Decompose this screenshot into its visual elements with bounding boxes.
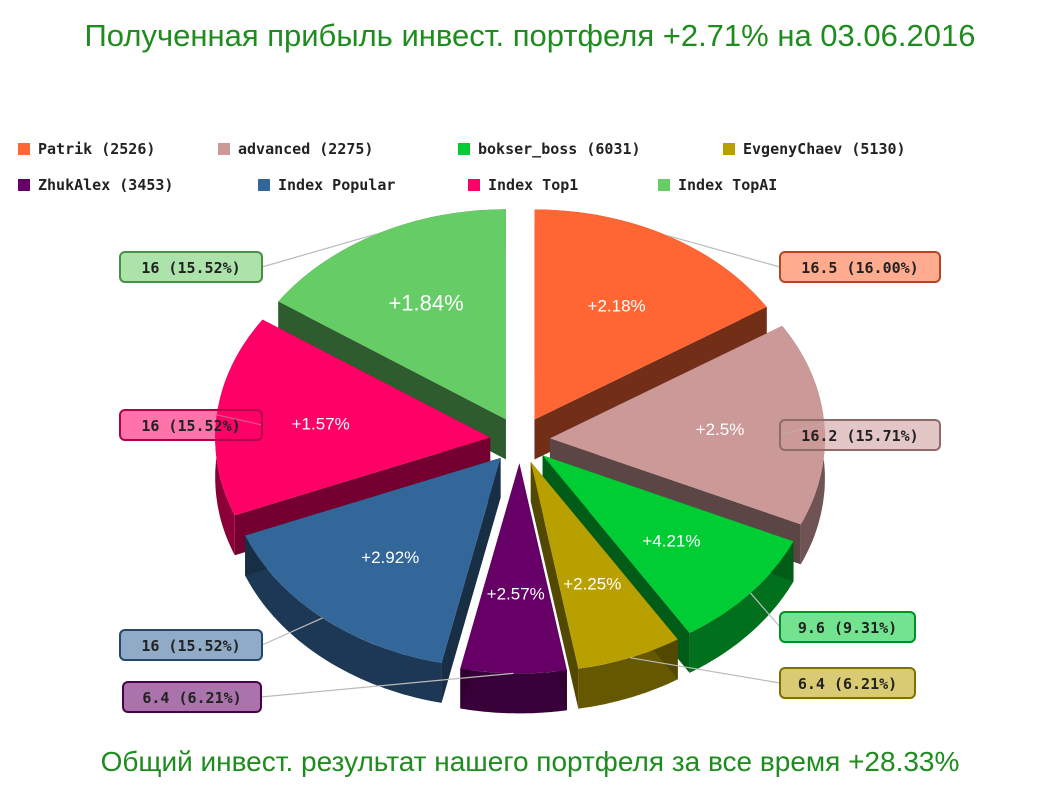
legend-item: bokser_boss (6031) — [458, 140, 641, 158]
legend-swatch — [658, 179, 670, 191]
legend-item: ZhukAlex (3453) — [18, 176, 173, 194]
legend-label: bokser_boss (6031) — [478, 140, 641, 158]
slice-wall — [441, 457, 501, 703]
legend-swatch — [468, 179, 480, 191]
callout-label: 16 (15.52%) — [141, 417, 240, 435]
callout-box — [779, 419, 941, 451]
slice-inner-label: +1.84% — [388, 290, 463, 315]
legend-label: ZhukAlex (3453) — [38, 176, 174, 194]
slice-side — [689, 541, 794, 673]
callout-line — [261, 233, 378, 268]
slice-inner-label: +2.18% — [588, 296, 646, 315]
legend-item: Patrik (2526) — [18, 140, 155, 158]
callout-label: 6.4 (6.21%) — [142, 689, 241, 707]
callout-line — [749, 592, 781, 628]
slice-side — [460, 668, 567, 714]
slice-inner-label: +4.21% — [642, 532, 700, 551]
slice-inner-label: +2.92% — [361, 548, 419, 567]
chart-title: Полученная прибыль инвест. портфеля +2.7… — [84, 18, 976, 53]
pie-slice — [530, 461, 678, 669]
chart-footer: Общий инвест. результат нашего портфеля … — [100, 746, 960, 777]
callout-box — [119, 629, 263, 661]
pie-slice — [542, 455, 794, 633]
legend-swatch — [18, 143, 30, 155]
callout-line — [666, 234, 781, 268]
pie-slice — [534, 209, 767, 420]
legend-swatch — [723, 143, 735, 155]
callout-label: 16.2 (15.71%) — [801, 427, 918, 445]
callout-box — [779, 251, 941, 283]
legend-item: Index Top1 — [468, 176, 578, 194]
legend-label: Index Top1 — [488, 176, 579, 194]
callout-box — [119, 409, 263, 441]
pie-slice — [278, 209, 506, 420]
legend-item: advanced (2275) — [218, 140, 373, 158]
legend-label: advanced (2275) — [238, 140, 374, 158]
legend-item: Index TopAI — [658, 176, 777, 194]
legend-label: Index TopAI — [678, 176, 778, 194]
pie-slice — [460, 463, 567, 674]
pie-slice — [245, 457, 501, 663]
legend-swatch — [218, 143, 230, 155]
callout-line — [629, 657, 781, 684]
callout-box — [122, 681, 262, 713]
callout-label: 16 (15.52%) — [141, 259, 240, 277]
callout-label: 9.6 (9.31%) — [798, 619, 897, 637]
pie-slice — [215, 319, 491, 516]
callout-box — [779, 667, 916, 699]
legend-label: Index Popular — [278, 176, 396, 194]
slice-inner-label: +1.57% — [292, 414, 350, 433]
slice-inner-label: +2.25% — [563, 574, 621, 593]
legend-item: Index Popular — [258, 176, 395, 194]
slice-side — [245, 535, 442, 703]
callout-box — [779, 611, 916, 643]
legend-swatch — [18, 179, 30, 191]
slice-inner-label: +2.5% — [696, 420, 745, 439]
slice-side — [578, 639, 678, 709]
pie-slice — [549, 325, 825, 525]
legend-swatch — [258, 179, 270, 191]
callout-label: 16.5 (16.00%) — [801, 259, 918, 277]
callout-label: 6.4 (6.21%) — [798, 675, 897, 693]
legend-label: Patrik (2526) — [38, 140, 156, 158]
legend-item: EvgenyChaev (5130) — [723, 140, 906, 158]
legend-label: EvgenyChaev (5130) — [743, 140, 906, 158]
callout-label: 16 (15.52%) — [141, 637, 240, 655]
callout-line — [261, 617, 323, 646]
legend-swatch — [458, 143, 470, 155]
slice-inner-label: +2.57% — [487, 585, 545, 604]
slice-wall — [530, 461, 579, 709]
callout-line — [260, 672, 514, 698]
callout-box — [119, 251, 263, 283]
